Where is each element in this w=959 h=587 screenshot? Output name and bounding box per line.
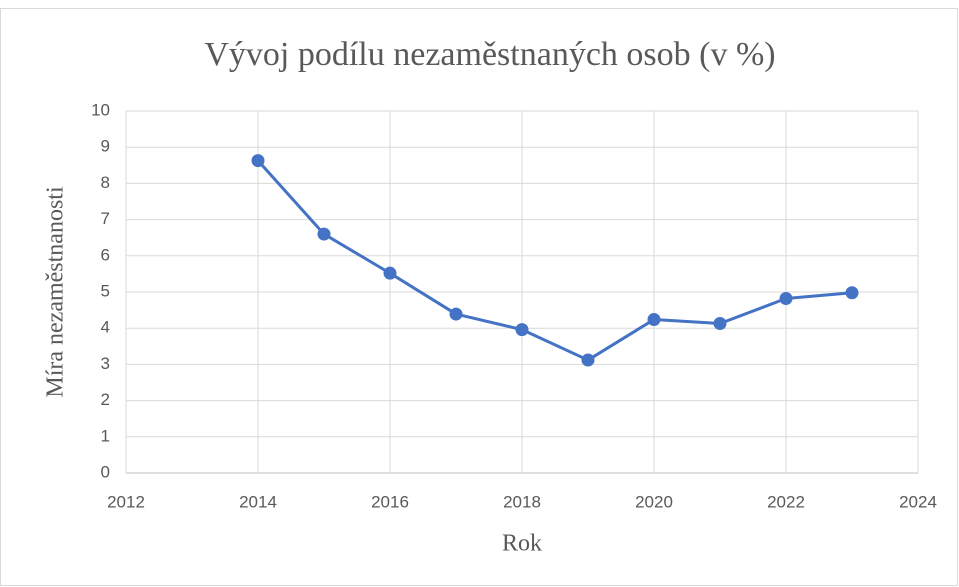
x-tick-label: 2016 [371, 492, 409, 511]
y-tick-label: 10 [91, 100, 110, 119]
data-point [515, 323, 529, 337]
y-tick-label: 6 [101, 245, 110, 264]
y-axis-label: Míra nezaměstnanosti [43, 186, 69, 398]
x-tick-label: 2014 [239, 492, 277, 511]
y-tick-label: 9 [101, 137, 110, 156]
y-tick-label: 7 [101, 209, 110, 228]
y-tick-label: 2 [101, 390, 110, 409]
x-tick-label: 2020 [635, 492, 673, 511]
data-point [581, 353, 595, 367]
y-tick-label: 0 [101, 462, 110, 481]
chart-title: Vývoj podílu nezaměstnaných osob (v %) [204, 36, 775, 73]
data-point [317, 227, 331, 241]
data-point [647, 313, 661, 327]
y-tick-label: 8 [101, 173, 110, 192]
y-tick-label: 3 [101, 354, 110, 373]
x-tick-label: 2022 [767, 492, 805, 511]
data-point [845, 286, 859, 300]
y-tick-label: 5 [101, 281, 110, 300]
x-tick-label: 2012 [107, 492, 145, 511]
data-point [449, 307, 463, 321]
x-tick-label: 2024 [899, 492, 937, 511]
data-point [251, 154, 265, 168]
y-tick-label: 4 [101, 318, 110, 337]
x-tick-label: 2018 [503, 492, 541, 511]
y-tick-label: 1 [101, 426, 110, 445]
x-axis-label: Rok [502, 531, 542, 557]
data-point [713, 316, 727, 330]
data-point [779, 292, 793, 306]
series-line [256, 159, 853, 362]
data-point [383, 266, 397, 280]
